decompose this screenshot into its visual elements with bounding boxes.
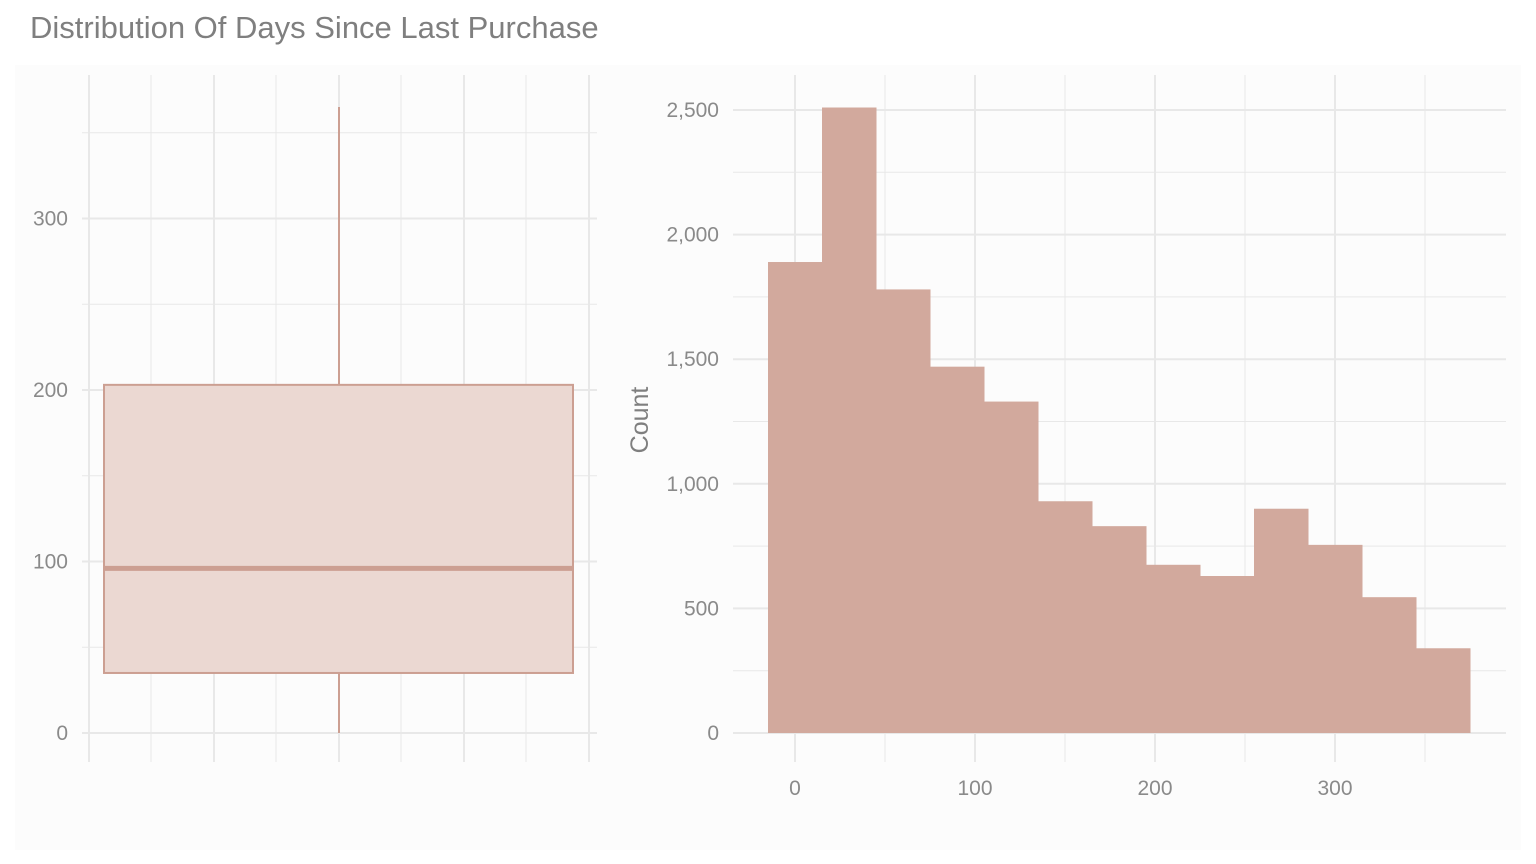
- histogram-bar: [984, 401, 1039, 733]
- histogram-bar: [1200, 576, 1255, 733]
- histogram-bar: [1416, 648, 1471, 733]
- boxplot-y-tick-label: 0: [56, 722, 68, 745]
- histogram-bar: [1362, 597, 1417, 733]
- boxplot-box: [103, 383, 574, 674]
- histogram-x-tick-label: 0: [789, 777, 801, 800]
- histogram-panel: 0 500 1,000 1,500 2,000 2,500 0 100 200 300 Coun…: [626, 75, 1506, 800]
- histogram-y-tick-label: 2,500: [666, 99, 719, 122]
- boxplot-y-tick-labels: 0 100 200 300: [33, 208, 68, 746]
- histogram-bar: [1308, 544, 1363, 733]
- histogram-bar: [1092, 526, 1147, 733]
- histogram-bar: [1038, 501, 1093, 733]
- boxplot-panel: 0 100 200 300: [33, 75, 597, 762]
- histogram-bar: [876, 289, 931, 733]
- histogram-x-tick-labels: 0 100 200 300: [789, 777, 1352, 800]
- histogram-y-tick-label: 1,500: [666, 348, 719, 371]
- histogram-x-tick-label: 100: [957, 777, 992, 800]
- histogram-y-axis-title: Count: [626, 387, 654, 454]
- histogram-y-tick-label: 1,000: [666, 473, 719, 496]
- histogram-x-tick-label: 200: [1137, 777, 1172, 800]
- histogram-bar: [1254, 508, 1309, 733]
- histogram-bar: [930, 366, 985, 733]
- histogram-bar: [822, 107, 877, 734]
- histogram-bar: [1146, 564, 1201, 733]
- histogram-x-tick-label: 300: [1317, 777, 1352, 800]
- histogram-y-tick-label: 0: [707, 722, 719, 745]
- chart-title: Distribution Of Days Since Last Purchase: [30, 10, 599, 45]
- histogram-y-tick-labels: 0 500 1,000 1,500 2,000 2,500: [666, 99, 719, 745]
- histogram-y-tick-label: 2,000: [666, 224, 719, 247]
- histogram-y-tick-label: 500: [684, 597, 719, 620]
- boxplot-y-tick-label: 200: [33, 379, 68, 402]
- histogram-bar: [768, 262, 823, 733]
- histogram-bars: [768, 107, 1471, 734]
- boxplot-y-tick-label: 100: [33, 551, 68, 574]
- boxplot-y-tick-label: 300: [33, 208, 68, 231]
- boxplot-marks: [103, 107, 574, 733]
